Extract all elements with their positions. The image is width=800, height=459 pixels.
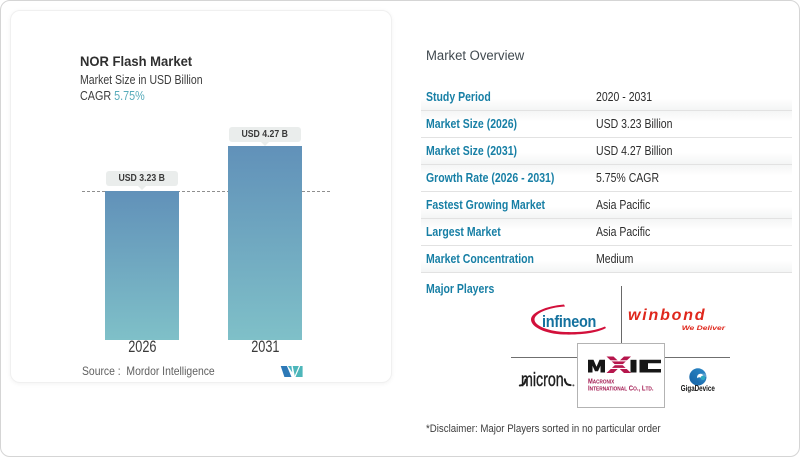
svg-text:INTERNATIONAL CO., LTD.: INTERNATIONAL CO., LTD. [588,385,654,393]
svg-text:MACRONIX: MACRONIX [588,378,615,386]
svg-text:micron: micron [521,369,564,390]
svg-text:infineon: infineon [542,313,596,331]
